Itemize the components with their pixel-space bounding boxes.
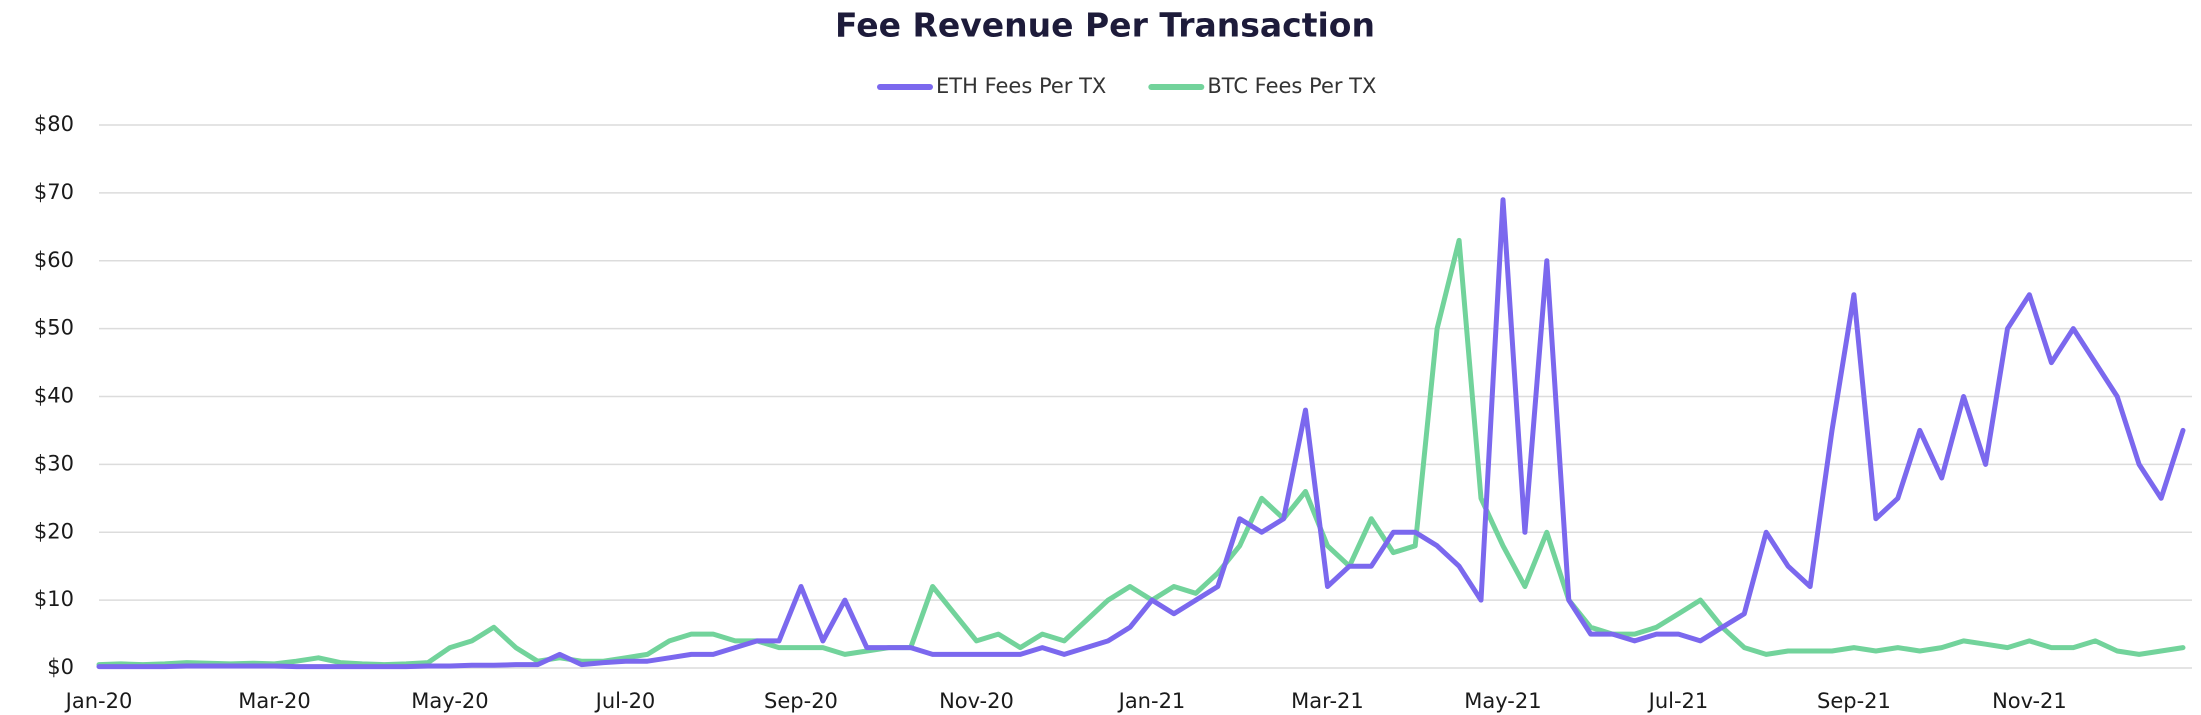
y-tick-label: $30 bbox=[34, 451, 74, 475]
y-tick-label: $0 bbox=[47, 655, 74, 679]
y-tick-label: $20 bbox=[34, 519, 74, 543]
x-tick-label: Jul-21 bbox=[1647, 689, 1709, 713]
x-tick-label: Nov-20 bbox=[939, 689, 1014, 713]
series-line bbox=[96, 197, 2186, 670]
x-tick-label: Jan-21 bbox=[1117, 689, 1186, 713]
y-tick-label: $60 bbox=[34, 248, 74, 272]
x-tick-label: Nov-21 bbox=[1992, 689, 2067, 713]
chart-title: Fee Revenue Per Transaction bbox=[835, 6, 1375, 45]
x-tick-label: Jan-20 bbox=[64, 689, 133, 713]
x-tick-label: Jul-20 bbox=[594, 689, 656, 713]
legend-label: BTC Fees Per TX bbox=[1207, 74, 1376, 98]
x-tick-label: May-21 bbox=[1464, 689, 1541, 713]
y-tick-label: $10 bbox=[34, 587, 74, 611]
x-tick-label: Sep-21 bbox=[1817, 689, 1891, 713]
x-tick-label: Mar-20 bbox=[238, 689, 311, 713]
legend-label: ETH Fees Per TX bbox=[936, 74, 1106, 98]
x-tick-label: Mar-21 bbox=[1291, 689, 1364, 713]
y-tick-label: $80 bbox=[34, 112, 74, 136]
x-tick-label: May-20 bbox=[411, 689, 488, 713]
series-line bbox=[96, 237, 2186, 668]
y-tick-label: $50 bbox=[34, 316, 74, 340]
x-tick-label: Sep-20 bbox=[764, 689, 838, 713]
y-tick-label: $70 bbox=[34, 180, 74, 204]
y-tick-label: $40 bbox=[34, 384, 74, 408]
